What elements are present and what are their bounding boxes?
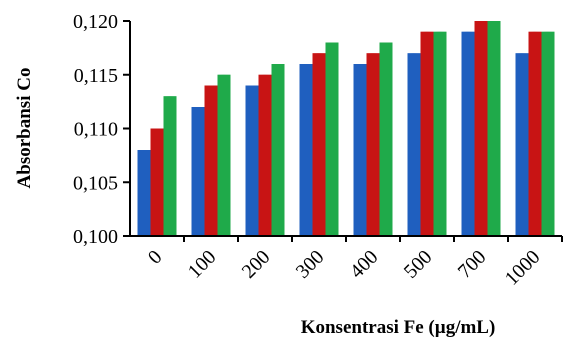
bar bbox=[271, 64, 285, 236]
bar bbox=[217, 74, 231, 236]
x-tick-label: 700 bbox=[454, 246, 491, 283]
bar bbox=[420, 31, 434, 236]
bar bbox=[366, 53, 380, 236]
bar bbox=[487, 21, 501, 236]
y-tick-label: 0,115 bbox=[74, 65, 118, 87]
bar bbox=[461, 31, 475, 236]
y-axis-title: Absorbansi Co bbox=[14, 68, 35, 189]
bar bbox=[541, 31, 555, 236]
plot-area: 0 100 200 300 400 500 700 1000 0,100 0,105 0,110 0,… bbox=[73, 11, 563, 290]
bar bbox=[245, 85, 259, 236]
bar bbox=[474, 21, 488, 236]
bar bbox=[325, 42, 339, 236]
x-tick-label: 300 bbox=[292, 246, 329, 283]
y-tick-label: 0,105 bbox=[73, 172, 118, 194]
bar bbox=[137, 150, 151, 236]
bar bbox=[353, 64, 367, 236]
x-tick-label: 400 bbox=[346, 246, 383, 283]
x-tick-label: 500 bbox=[400, 246, 437, 283]
x-tick-label: 1000 bbox=[501, 246, 545, 290]
bar bbox=[528, 31, 542, 236]
bar bbox=[191, 107, 205, 236]
y-tick-label: 0,110 bbox=[74, 119, 118, 141]
bar bbox=[515, 53, 529, 236]
bar bbox=[433, 31, 447, 236]
x-tick-label: 0 bbox=[144, 246, 167, 269]
bar bbox=[407, 53, 421, 236]
x-tick-label: 200 bbox=[238, 246, 275, 283]
bar bbox=[299, 64, 313, 236]
bar bbox=[312, 53, 326, 236]
bar bbox=[150, 128, 164, 236]
bar bbox=[163, 96, 177, 236]
bar bbox=[258, 74, 272, 236]
x-tick-label: 100 bbox=[184, 246, 221, 283]
y-tick-label: 0,100 bbox=[73, 226, 118, 248]
x-axis-title: Konsentrasi Fe (µg/mL) bbox=[301, 317, 496, 338]
bar bbox=[204, 85, 218, 236]
bar bbox=[379, 42, 393, 236]
y-tick-label: 0,120 bbox=[73, 11, 118, 33]
